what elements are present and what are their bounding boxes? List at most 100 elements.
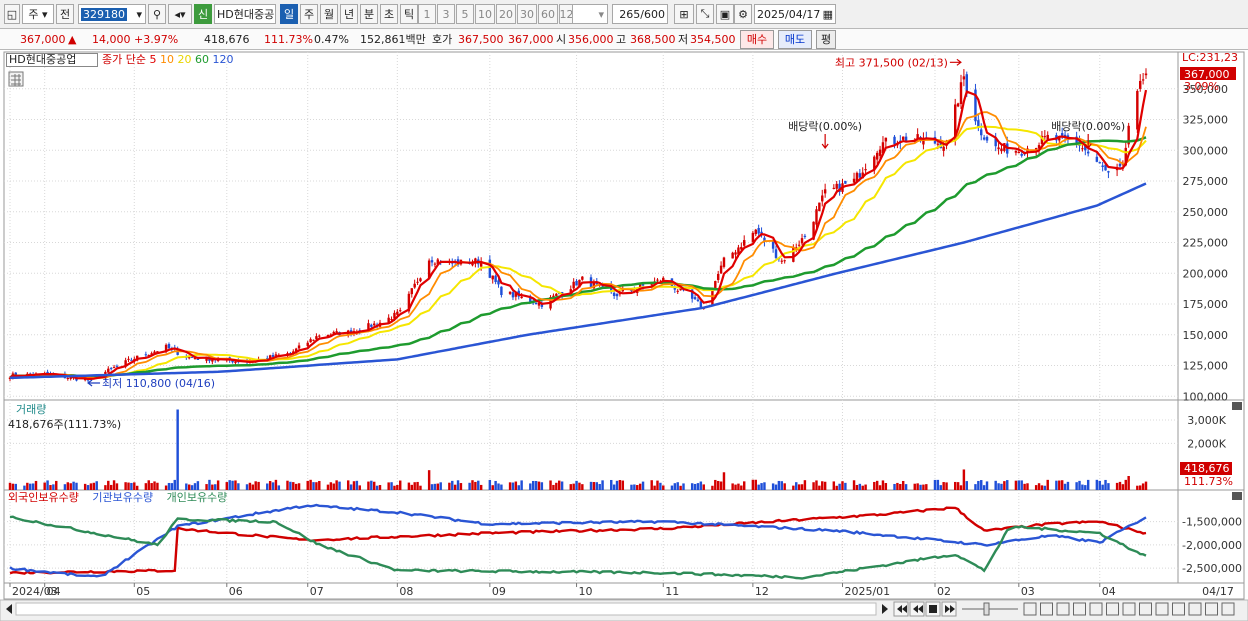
candle-body bbox=[980, 129, 983, 136]
candle-body bbox=[630, 290, 633, 292]
search-icon[interactable]: ⚲ bbox=[148, 4, 166, 24]
candle bbox=[387, 314, 390, 324]
volume-bar bbox=[370, 480, 373, 490]
volume-bar bbox=[861, 485, 864, 490]
date-field[interactable]: 2025/04/17 ▦ bbox=[754, 4, 836, 24]
buy-button[interactable]: 매수 bbox=[740, 30, 774, 49]
interval-tab-60[interactable]: 60 bbox=[538, 4, 558, 24]
volume-bar bbox=[144, 483, 148, 490]
volume-bar bbox=[63, 484, 67, 490]
candle-body bbox=[821, 195, 824, 202]
high-arrow-icon bbox=[949, 58, 962, 66]
volume-bar bbox=[375, 485, 379, 490]
interval-tab-20[interactable]: 20 bbox=[496, 4, 516, 24]
volume-bar bbox=[757, 484, 760, 490]
code-input[interactable]: 329180 ▾ bbox=[78, 4, 146, 24]
save-icon[interactable]: ▣ bbox=[716, 4, 734, 24]
price-chart-area[interactable]: 350,000 325,000 300,000 275,000 250,000 225,0… bbox=[0, 50, 1248, 621]
volume-bar bbox=[740, 485, 743, 490]
gear-icon[interactable]: ⚙ bbox=[734, 4, 752, 24]
volume-bar bbox=[430, 484, 434, 490]
volume-bar bbox=[474, 481, 477, 490]
volume-bar bbox=[893, 483, 896, 490]
candle-body bbox=[696, 299, 700, 301]
volume-bar bbox=[557, 480, 561, 490]
candle-body bbox=[994, 137, 997, 147]
candle-body bbox=[318, 335, 321, 337]
investor-pane-frame bbox=[3, 489, 1179, 584]
interval-tab-30[interactable]: 30 bbox=[517, 4, 537, 24]
candle bbox=[130, 357, 133, 361]
stock-name-field[interactable]: HD현대중공 bbox=[214, 4, 276, 24]
volume-bar bbox=[1115, 482, 1119, 490]
trend2-icon bbox=[1122, 602, 1136, 616]
ruler-icon[interactable]: ⊞ bbox=[674, 4, 694, 24]
low-annotation: 최저 110,800 (04/16) bbox=[102, 377, 215, 390]
speaker-icon[interactable]: ◂▾ bbox=[168, 4, 192, 24]
volume-bar bbox=[1121, 484, 1125, 490]
candle-body bbox=[1086, 151, 1090, 154]
candle-body bbox=[731, 252, 734, 259]
volume-bar bbox=[115, 483, 119, 490]
volume-bar bbox=[271, 482, 275, 490]
candle-body bbox=[719, 265, 723, 274]
candle-body bbox=[716, 273, 720, 280]
volume-bar bbox=[55, 480, 58, 490]
legend-ma10: 10 bbox=[159, 53, 174, 66]
blank-select[interactable]: ▾ bbox=[572, 4, 608, 24]
candle-body bbox=[479, 261, 483, 267]
volume-bar bbox=[899, 483, 902, 490]
cursor-icon bbox=[1089, 602, 1103, 616]
volume-bar bbox=[659, 482, 662, 490]
interval-tab-1[interactable]: 1 bbox=[418, 4, 436, 24]
volume-bar bbox=[936, 479, 940, 490]
period-tab-5[interactable]: 초 bbox=[380, 4, 398, 24]
interval-tab-10[interactable]: 10 bbox=[475, 4, 495, 24]
x-tick-label: 02 bbox=[937, 585, 951, 598]
volume-bar bbox=[29, 483, 32, 490]
candle-body bbox=[1017, 152, 1021, 154]
candle-body bbox=[916, 134, 919, 139]
period-tab-6[interactable]: 틱 bbox=[400, 4, 418, 24]
investor-line-individual bbox=[9, 515, 1147, 580]
last-pct-tag: 3.09% bbox=[1184, 80, 1219, 93]
volume-bar bbox=[329, 482, 333, 490]
candle bbox=[696, 296, 700, 303]
interval-tab-5[interactable]: 5 bbox=[456, 4, 474, 24]
candle-body bbox=[124, 360, 127, 367]
candle-body bbox=[815, 209, 818, 225]
volume-bar bbox=[636, 485, 639, 490]
period-tab-4[interactable]: 분 bbox=[360, 4, 378, 24]
candle-body bbox=[965, 74, 968, 92]
period-tab-0[interactable]: 일 bbox=[280, 4, 298, 24]
volume-bar bbox=[34, 480, 38, 490]
period-tab-1[interactable]: 주 bbox=[300, 4, 318, 24]
market-select[interactable]: 주 ▾ bbox=[22, 4, 54, 24]
ma20-line bbox=[9, 125, 1147, 379]
window-icon[interactable]: ◱ bbox=[4, 4, 20, 24]
period-tab-3[interactable]: 년 bbox=[340, 4, 358, 24]
volume-bar bbox=[812, 482, 815, 490]
volume-bar bbox=[1075, 482, 1078, 490]
volume-bar bbox=[75, 482, 78, 490]
sell-button[interactable]: 매도 bbox=[778, 30, 812, 49]
interval-tab-3[interactable]: 3 bbox=[437, 4, 455, 24]
jeon-button[interactable]: 전 bbox=[56, 4, 74, 24]
period-tab-2[interactable]: 월 bbox=[320, 4, 338, 24]
volume-bar bbox=[922, 484, 925, 490]
crosshair-icon[interactable]: ⤡ bbox=[696, 4, 714, 24]
volume-bar bbox=[1060, 480, 1064, 490]
volume-bar bbox=[693, 483, 697, 490]
volume-bar bbox=[453, 484, 457, 490]
candle-body bbox=[127, 358, 130, 360]
eval-button[interactable]: 평 bbox=[816, 30, 836, 49]
volume-bar bbox=[653, 485, 656, 490]
legend-ma5: 5 bbox=[149, 53, 157, 66]
candle-body bbox=[555, 293, 558, 296]
text-size-icon bbox=[1221, 602, 1235, 616]
candle-body bbox=[1139, 80, 1142, 89]
count-field[interactable]: 265/600 bbox=[612, 4, 668, 24]
candle bbox=[572, 278, 575, 290]
candle bbox=[1144, 68, 1148, 79]
candle-body bbox=[699, 301, 703, 308]
